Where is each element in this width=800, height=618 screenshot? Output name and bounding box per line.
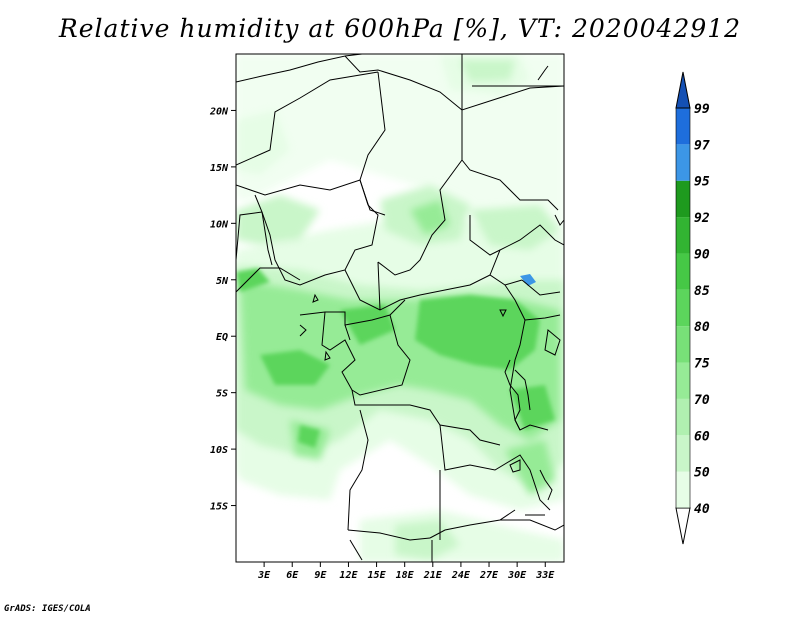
colorbar-segment	[676, 435, 690, 472]
lon-tick-label: 15E	[368, 570, 387, 581]
colorbar-label: 40	[694, 502, 710, 517]
lat-tick-label: EQ	[216, 332, 228, 343]
colorbar-segment	[676, 289, 690, 327]
colorbar-segment	[676, 253, 690, 290]
colorbar-label: 60	[694, 429, 710, 444]
map-title: Relative humidity at 600hPa [%], VT: 202…	[58, 14, 742, 43]
colorbar-label: 80	[694, 320, 710, 335]
colorbar-label: 85	[694, 284, 710, 299]
lon-tick-label: 12E	[339, 570, 358, 581]
colorbar-segment	[676, 180, 690, 218]
lon-tick-label: 33E	[535, 570, 555, 581]
latitude-axis: 20N 15N 10N 5N EQ 5S 10S 15S	[209, 106, 236, 513]
colorbar-label: 90	[694, 247, 710, 262]
lon-tick-label: 18E	[396, 570, 415, 581]
lon-tick-label: 6E	[286, 570, 299, 581]
lake-shading	[520, 274, 536, 286]
colorbar-segment	[676, 144, 690, 181]
colorbar-label: 95	[694, 175, 710, 190]
colorbar-label: 50	[694, 466, 710, 481]
lon-tick-label: 27E	[479, 570, 499, 581]
map-panel: 20N 15N 10N 5N EQ 5S 10S 15S 3E 6E 9E 12E 15E 18E 21E…	[209, 53, 565, 581]
colorbar-over-arrow	[675, 71, 691, 109]
colorbar-segment	[676, 398, 690, 436]
colorbar-label: 92	[694, 211, 710, 226]
colorbar-label: 99	[694, 102, 710, 117]
colorbar-label: 75	[694, 357, 710, 372]
lon-tick-label: 21E	[423, 570, 443, 581]
country-borders	[236, 54, 564, 562]
lat-tick-label: 15N	[210, 163, 229, 174]
lat-tick-label: 10S	[210, 445, 228, 456]
colorbar: 40 50 60 70 75 80 85 90 92 95 97 99	[675, 71, 710, 545]
credit-text: GrADS: IGES/COLA	[4, 604, 91, 614]
colorbar-segment	[676, 471, 690, 508]
colorbar-label: 97	[694, 138, 710, 153]
map-frame	[235, 53, 565, 563]
lat-tick-label: 5N	[216, 276, 229, 287]
lat-tick-label: 20N	[209, 106, 229, 117]
colorbar-segment	[676, 217, 690, 254]
lon-tick-label: 3E	[257, 570, 271, 581]
lat-tick-label: 15S	[210, 502, 228, 513]
lon-tick-label: 24E	[451, 570, 471, 581]
colorbar-under-arrow	[675, 507, 691, 545]
colorbar-outline	[675, 107, 691, 509]
lat-tick-label: 10N	[210, 219, 229, 230]
colorbar-segment	[676, 108, 690, 145]
lon-tick-label: 9E	[314, 570, 327, 581]
colorbar-label: 70	[694, 393, 710, 408]
longitude-axis: 3E 6E 9E 12E 15E 18E 21E 24E 27E 30E 33E	[257, 562, 555, 581]
humidity-shading	[236, 54, 564, 562]
colorbar-segment	[676, 362, 690, 399]
lon-tick-label: 30E	[507, 570, 527, 581]
colorbar-segment	[676, 326, 690, 363]
lat-tick-label: 5S	[216, 389, 228, 400]
